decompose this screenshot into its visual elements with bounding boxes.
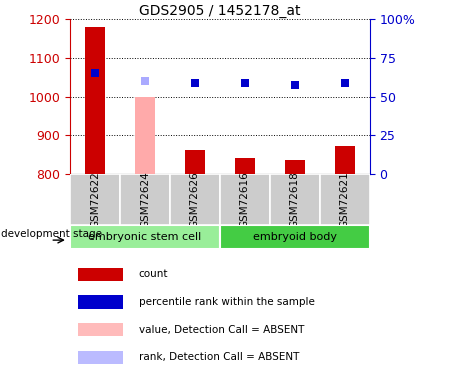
Text: embryonic stem cell: embryonic stem cell [88, 232, 202, 242]
Bar [70, 174, 120, 225]
Text: count: count [138, 270, 168, 279]
Bar [120, 174, 170, 225]
Bar [320, 174, 370, 225]
Text: GSM72624: GSM72624 [140, 171, 150, 228]
Bar [135, 97, 155, 174]
Title: GDS2905 / 1452178_at: GDS2905 / 1452178_at [139, 4, 301, 18]
Bar [78, 323, 123, 336]
Bar [78, 351, 123, 364]
Bar [78, 296, 123, 309]
Text: GSM72621: GSM72621 [340, 171, 350, 228]
Text: GSM72626: GSM72626 [190, 171, 200, 228]
Bar [185, 150, 205, 174]
Text: GSM72616: GSM72616 [240, 171, 250, 228]
Bar [285, 160, 305, 174]
Bar [235, 158, 255, 174]
Bar [78, 268, 123, 281]
Text: GSM72618: GSM72618 [290, 171, 300, 228]
Bar [170, 174, 220, 225]
Bar [270, 174, 320, 225]
Bar [335, 146, 355, 174]
Text: value, Detection Call = ABSENT: value, Detection Call = ABSENT [138, 325, 304, 335]
Text: rank, Detection Call = ABSENT: rank, Detection Call = ABSENT [138, 352, 299, 362]
Bar [220, 225, 370, 249]
Bar [85, 27, 105, 174]
Bar [220, 174, 270, 225]
Bar [70, 225, 220, 249]
Text: embryoid body: embryoid body [253, 232, 337, 242]
Text: GSM72622: GSM72622 [90, 171, 100, 228]
Text: development stage: development stage [1, 229, 102, 239]
Text: percentile rank within the sample: percentile rank within the sample [138, 297, 314, 307]
